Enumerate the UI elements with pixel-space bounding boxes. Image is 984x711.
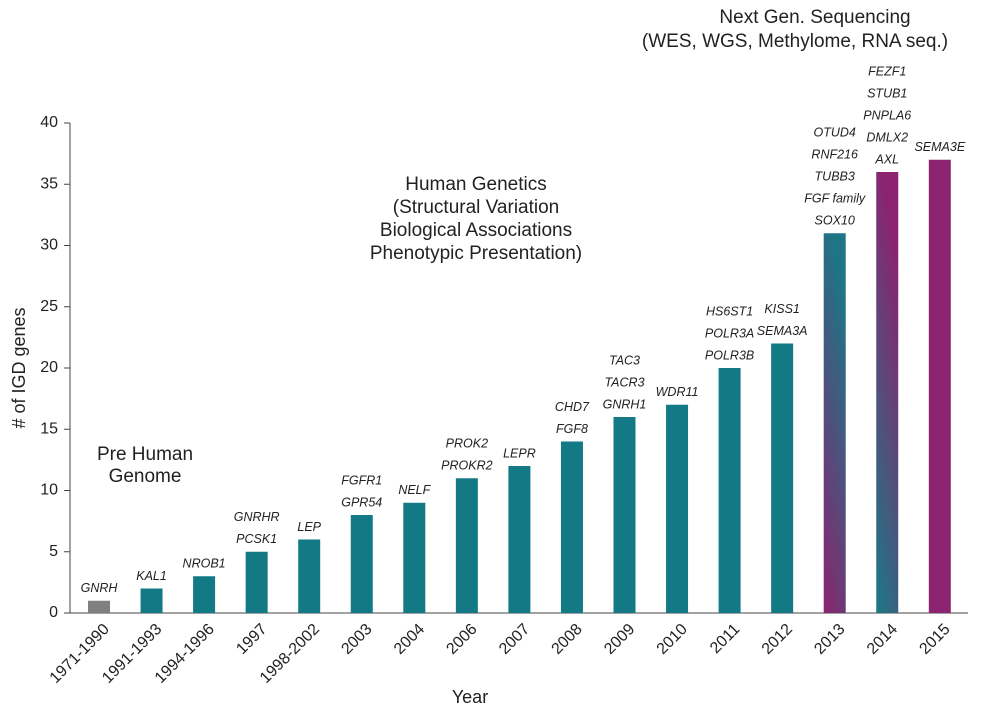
annotation: (Structural Variation xyxy=(393,197,560,218)
y-tick-label: 30 xyxy=(40,237,58,254)
x-tick-label: 2009 xyxy=(601,621,638,658)
bar xyxy=(350,515,373,613)
gene-label: SEMA3A xyxy=(757,324,808,338)
gene-label: RNF216 xyxy=(811,148,858,162)
x-tick-label: 2012 xyxy=(759,621,796,658)
bar xyxy=(613,417,636,613)
gene-label: PROKR2 xyxy=(441,459,492,473)
bar xyxy=(928,159,951,613)
gene-label: PNPLA6 xyxy=(863,108,911,122)
y-tick-label: 40 xyxy=(40,114,58,131)
gene-label: POLR3B xyxy=(705,348,754,362)
gene-label: KISS1 xyxy=(764,302,799,316)
y-tick-label: 35 xyxy=(40,175,58,192)
gene-label: FGFR1 xyxy=(341,473,382,487)
annotation: Genome xyxy=(109,466,182,487)
x-tick-label: 2006 xyxy=(443,621,480,658)
gene-label: KAL1 xyxy=(136,569,167,583)
x-axis-label: Year xyxy=(452,687,488,707)
y-tick-label: 20 xyxy=(40,359,58,376)
gene-label: TUBB3 xyxy=(815,170,855,184)
annotation: (WES, WGS, Methylome, RNA seq.) xyxy=(642,31,948,52)
gene-label: POLR3A xyxy=(705,326,754,340)
gene-label: CHD7 xyxy=(555,400,590,414)
bar xyxy=(823,233,846,613)
gene-label: LEP xyxy=(297,520,321,534)
y-tick-label: 10 xyxy=(40,482,58,499)
y-tick-label: 25 xyxy=(40,298,58,315)
bar xyxy=(666,404,689,613)
bar xyxy=(455,478,478,613)
annotation: Phenotypic Presentation) xyxy=(370,243,582,264)
x-tick-label: 2013 xyxy=(811,621,848,658)
gene-label: PCSK1 xyxy=(236,532,277,546)
x-tick-label: 2011 xyxy=(707,621,743,657)
x-tick-label: 2003 xyxy=(338,621,375,658)
x-tick-label: 2007 xyxy=(496,621,533,658)
gene-label: OTUD4 xyxy=(814,126,856,140)
x-tick-label: 2010 xyxy=(654,621,691,658)
bar xyxy=(718,368,741,613)
x-tick-label: 2004 xyxy=(391,621,428,658)
bar xyxy=(560,441,583,613)
y-tick-label: 15 xyxy=(40,420,58,437)
gene-label: PROK2 xyxy=(446,437,488,451)
bar xyxy=(508,466,531,613)
bar xyxy=(771,343,794,613)
gene-label: TAC3 xyxy=(609,353,640,367)
x-tick-label: 2008 xyxy=(549,621,586,658)
gene-label: GNRH1 xyxy=(603,397,647,411)
annotation: Next Gen. Sequencing xyxy=(719,7,910,28)
gene-label: NELF xyxy=(398,483,431,497)
gene-label: SOX10 xyxy=(815,214,855,228)
bar xyxy=(403,502,426,613)
gene-label: LEPR xyxy=(503,446,536,460)
gene-label: HS6ST1 xyxy=(706,304,753,318)
bar xyxy=(245,551,268,613)
bar xyxy=(298,539,321,613)
y-tick-label: 5 xyxy=(49,543,58,560)
gene-label: DMLX2 xyxy=(866,130,908,144)
annotation: Pre Human xyxy=(97,444,193,465)
bar xyxy=(193,576,216,613)
y-axis-label: # of IGD genes xyxy=(9,307,29,428)
gene-label: WDR11 xyxy=(656,385,699,399)
x-tick-label: 1997 xyxy=(233,621,270,658)
gene-label: FGF family xyxy=(804,192,866,206)
bar xyxy=(140,588,163,613)
annotation: Biological Associations xyxy=(380,220,572,241)
gene-label: GNRHR xyxy=(234,510,280,524)
bar xyxy=(88,600,110,613)
gene-label: GNRH xyxy=(81,581,119,595)
gene-label: GPR54 xyxy=(341,495,382,509)
y-tick-label: 0 xyxy=(49,604,58,621)
gene-label: STUB1 xyxy=(867,86,907,100)
gene-label: AXL xyxy=(874,152,899,166)
gene-label: SEMA3E xyxy=(914,140,965,154)
gene-label: FGF8 xyxy=(556,422,588,436)
gene-label: FEZF1 xyxy=(868,64,906,78)
bar xyxy=(876,172,899,613)
annotation: Human Genetics xyxy=(405,174,547,195)
gene-label: NROB1 xyxy=(183,557,226,571)
x-tick-label: 2014 xyxy=(864,621,901,658)
gene-label: TACR3 xyxy=(604,375,644,389)
x-tick-label: 2015 xyxy=(916,621,953,658)
